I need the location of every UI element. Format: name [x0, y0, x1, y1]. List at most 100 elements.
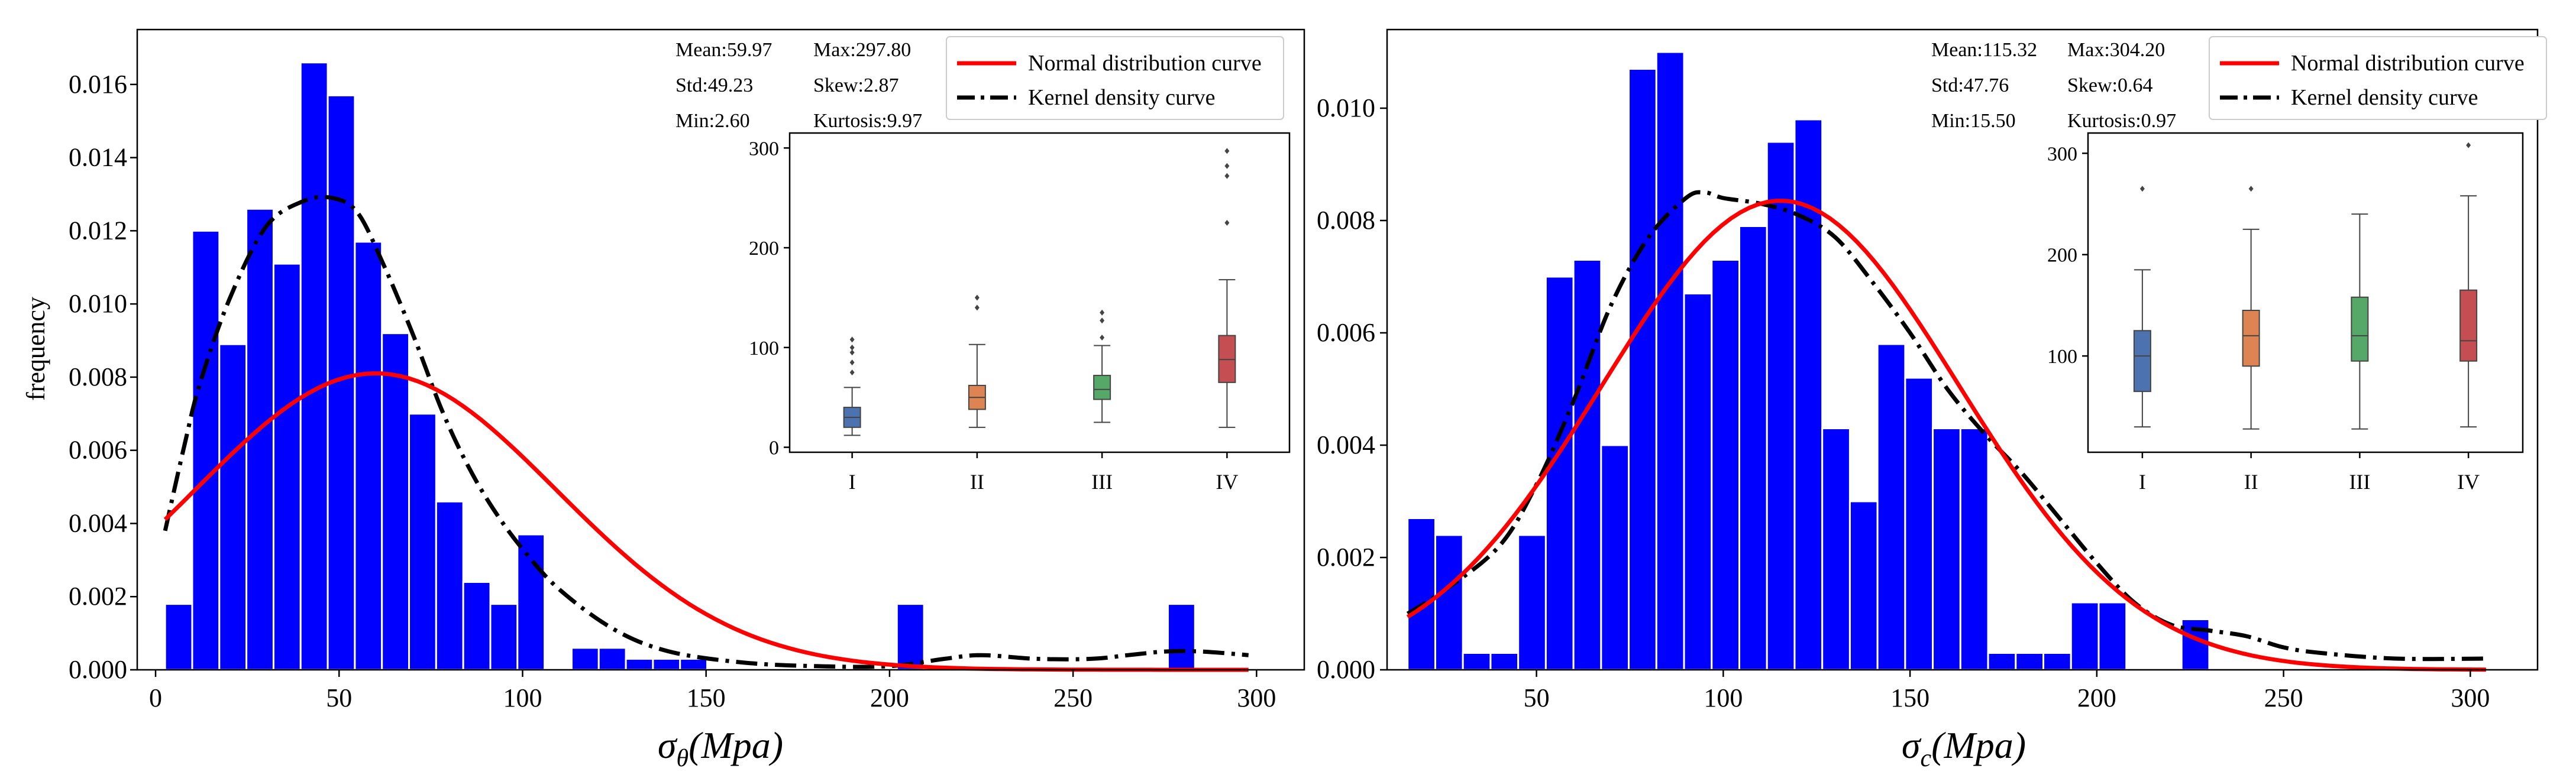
histogram-bar [1166, 603, 1196, 671]
outlier-marker [1224, 148, 1230, 154]
right-chart-panel: 50 100 150 200 250 300 0.000 0.002 0.004 0.006 0.0… [1317, 28, 2547, 772]
x-tick-label: 200 [870, 683, 909, 712]
legend-kde-label: Kernel density curve [1028, 85, 1216, 110]
histogram-bar [354, 241, 383, 671]
outlier-marker [849, 344, 855, 351]
outlier-marker [1224, 219, 1230, 226]
inset-y-tick-label: 300 [2047, 143, 2077, 165]
histogram-bar [1959, 427, 1989, 671]
inset-box-III [1093, 309, 1111, 423]
x-axis-label: σθ(Mpa) [658, 724, 783, 772]
stat-skew: Skew:2.87 [813, 74, 899, 96]
legend-normal-label: Normal distribution curve [1028, 51, 1262, 76]
inset-y-tick-label: 200 [749, 238, 779, 260]
histogram-bar [1600, 444, 1630, 671]
histogram-bar [381, 332, 411, 671]
stat-std: Std:49.23 [675, 74, 753, 96]
x-tick-label: 250 [1053, 683, 1093, 712]
outlier-marker [2248, 186, 2254, 192]
y-tick-label: 0.004 [1317, 430, 1375, 459]
histogram-bar [489, 603, 519, 671]
y-tick-label: 0.006 [1317, 318, 1375, 347]
stats-text: Mean:115.32 Std:47.76 Min:15.50 Max:304.20 S… [1931, 39, 2176, 132]
inset-box-II [968, 294, 986, 428]
histogram-bar [1738, 225, 1768, 671]
histogram-bar [516, 533, 546, 671]
x-tick-label: 200 [2077, 683, 2116, 712]
histogram-bar [597, 647, 627, 671]
x-axis-label: σc(Mpa) [1902, 724, 2026, 772]
stat-skew: Skew:0.64 [2067, 74, 2153, 96]
normal-distribution-line [1406, 199, 2486, 672]
inset-box-I [2133, 186, 2151, 428]
inset-x-tick-label: IV [2457, 470, 2480, 494]
x-tick-label: 150 [687, 683, 726, 712]
x-axis-label-subscript: θ [676, 745, 689, 772]
inset-y-tick-label: 200 [2047, 245, 2077, 267]
outlier-marker [1100, 309, 1105, 316]
inset-x-tick-label: I [849, 470, 856, 494]
histogram-bar [1876, 343, 1906, 671]
x-axis-label-symbol: σ [1902, 724, 1922, 766]
outlier-marker [2466, 142, 2471, 148]
inset-x-tick-label: III [2349, 470, 2370, 494]
x-tick-label: 100 [1704, 683, 1743, 712]
stat-mean: Mean:115.32 [1931, 39, 2037, 61]
histogram-bar [2180, 618, 2210, 671]
x-tick-label: 100 [503, 683, 542, 712]
y-tick-label: 0.004 [69, 508, 127, 537]
left-chart-panel: 0 50 100 150 200 250 300 0.000 0.002 0.004 0.006 0.… [21, 28, 1305, 772]
histogram-bar [1572, 259, 1602, 671]
histogram-bar [2015, 652, 2045, 671]
inset-x-tick-label: II [970, 470, 984, 494]
y-tick-label: 0.002 [69, 582, 127, 611]
y-tick-label: 0.012 [69, 216, 127, 245]
histogram-bar [299, 61, 329, 671]
histogram-bar [408, 413, 437, 671]
legend: Normal distribution curve Kernel density … [946, 36, 1284, 120]
box-body [2242, 310, 2260, 367]
y-tick-label: 0.002 [1317, 543, 1375, 572]
y-tick-label: 0.000 [1317, 655, 1375, 684]
inset-box-IV [1218, 148, 1236, 428]
y-tick-label: 0.008 [1317, 206, 1375, 235]
histogram-bar [191, 229, 221, 671]
inset-box-IV [2459, 142, 2478, 428]
legend-box [946, 36, 1284, 120]
x-axis-label-unit: (Mpa) [1931, 724, 2026, 766]
y-tick-label: 0.008 [69, 362, 127, 391]
y-tick-label: 0.014 [69, 143, 127, 172]
outlier-marker [2139, 186, 2145, 192]
inset-y-tick-label: 300 [749, 138, 779, 160]
box-body [2133, 330, 2151, 393]
outlier-marker [1100, 334, 1105, 341]
histogram-bar [462, 581, 492, 671]
inset-frame [2087, 132, 2524, 453]
outlier-marker [1224, 173, 1230, 179]
histogram-bar [218, 343, 248, 671]
outlier-marker [849, 336, 855, 343]
inset-x-tick-label: IV [1216, 470, 1238, 494]
histogram-bar [1821, 427, 1851, 671]
kernel-density-line [1406, 190, 2486, 662]
stat-kurtosis: Kurtosis:0.97 [2067, 110, 2176, 132]
histogram-bar [1655, 51, 1685, 671]
histogram-bar [652, 657, 681, 671]
histogram-bar [272, 262, 302, 671]
stat-std: Std:47.76 [1931, 74, 2009, 96]
outlier-marker [849, 359, 855, 366]
x-axis-label-unit: (Mpa) [689, 724, 783, 766]
histogram-bar [1987, 652, 2017, 671]
histogram-bar [1904, 377, 1934, 671]
y-tick-label: 0.016 [69, 70, 127, 99]
x-tick-label: 50 [1524, 683, 1550, 712]
histogram-bar [1407, 517, 1436, 671]
histogram-bar [1766, 141, 1796, 671]
histogram-bar [896, 603, 925, 671]
outlier-marker [1100, 317, 1105, 324]
histogram-bar [1711, 259, 1740, 671]
inset-y-tick-label: 100 [749, 338, 779, 359]
histogram-bar [2097, 601, 2128, 671]
y-axis-label: frequency [21, 297, 50, 401]
